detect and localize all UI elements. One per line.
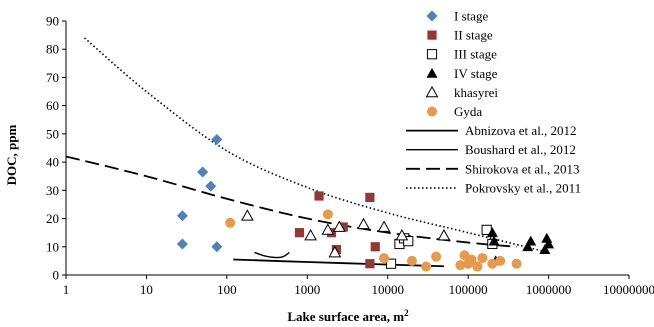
x-axis: 1 10 100 1000 10000 100000 1000000 10000000 [63, 274, 654, 297]
point-iv-stage [486, 227, 498, 238]
legend-symbol-ii-stage [427, 30, 437, 40]
point-khasyrei [332, 220, 346, 232]
legend-label: Abnizova et al., 2012 [465, 123, 577, 138]
legend-symbol-i-stage [426, 10, 438, 22]
legend-label: Boushard et al., 2012 [465, 142, 576, 157]
legend: I stage II stage III stage IV stage khasyrei… [406, 9, 581, 195]
legend-label: khasyrei [454, 85, 498, 100]
point-iii-stage [403, 236, 414, 247]
point-gyda [431, 251, 442, 262]
y-tick-label: 60 [46, 98, 59, 113]
legend-symbol-khasyrei [425, 85, 439, 98]
point-i-stage [211, 134, 223, 146]
x-tick-label: 100000 [449, 282, 488, 297]
y-tick-label: 90 [46, 14, 59, 29]
point-ii-stage [338, 222, 348, 232]
point-iv-stage [522, 241, 534, 252]
x-tick-label: 1000 [294, 282, 320, 297]
y-tick-label: 40 [46, 155, 59, 170]
point-i-stage [176, 238, 188, 250]
x-axis-title-text: Lake surface area, m [287, 309, 404, 324]
point-khasyrei [241, 209, 254, 221]
point-i-stage [205, 180, 217, 192]
x-axis-title-sup: 2 [404, 308, 409, 318]
point-i-stage [211, 241, 223, 253]
legend-label: I stage [454, 9, 489, 24]
point-gyda [487, 258, 498, 269]
point-gyda [322, 209, 333, 220]
point-ii-stage [370, 242, 380, 252]
legend-label: Shirokova et al., 2013 [465, 161, 579, 176]
point-iv-stage [539, 244, 551, 254]
y-tick-label: 10 [46, 239, 59, 254]
point-gyda [406, 255, 417, 266]
point-ii-stage [365, 259, 375, 269]
point-khasyrei [377, 220, 391, 232]
point-gyda [466, 254, 477, 265]
fit-line-1 [254, 251, 290, 259]
x-tick-label: 100 [217, 282, 237, 297]
y-axis: 0 10 20 30 40 50 60 70 80 90 [46, 14, 67, 283]
legend-label: II stage [454, 28, 493, 43]
y-tick-label: 80 [46, 42, 59, 57]
legend-symbol-gyda [427, 106, 437, 117]
y-tick-label: 0 [53, 268, 60, 283]
point-ii-stage [314, 191, 324, 201]
point-khasyrei [321, 223, 335, 235]
legend-label: Pokrovsky et al., 2011 [465, 180, 581, 195]
point-i-stage [197, 166, 209, 178]
fit-lines [65, 37, 549, 268]
x-tick-label: 10000 [371, 282, 404, 297]
point-gyda [455, 260, 466, 271]
point-i-stage [176, 210, 188, 222]
point-gyda [472, 261, 483, 272]
legend-symbol-iii-stage [426, 49, 438, 60]
x-tick-label: 1000000 [526, 282, 572, 297]
point-khasyrei [395, 228, 409, 241]
y-tick-label: 30 [46, 183, 59, 198]
point-khasyrei [328, 245, 342, 258]
x-tick-label: 10 [140, 282, 153, 297]
x-tick-label: 1 [63, 282, 70, 297]
y-tick-label: 70 [46, 70, 59, 85]
y-tick-label: 50 [46, 126, 59, 141]
point-gyda [379, 253, 390, 264]
y-axis-title: DOC, ppm [4, 124, 19, 185]
point-khasyrei [437, 228, 451, 241]
point-iv-stage [488, 235, 500, 246]
point-iv-stage [543, 238, 555, 249]
point-gyda [225, 217, 236, 228]
legend-label: IV stage [454, 66, 498, 81]
point-khasyrei [304, 228, 317, 241]
point-iv-stage [541, 232, 553, 243]
point-gyda [495, 255, 506, 266]
legend-label: Gyda [454, 104, 482, 119]
point-gyda [511, 258, 522, 269]
point-gyda [421, 261, 432, 272]
point-iv-stage [525, 235, 537, 246]
y-tick-label: 20 [46, 211, 59, 226]
data-points [176, 134, 555, 272]
fit-line-0 [233, 258, 444, 268]
point-iii-stage [385, 258, 397, 269]
x-tick-label: 10000000 [603, 282, 654, 297]
x-axis-title: Lake surface area, m2 [287, 308, 409, 324]
point-ii-stage [365, 192, 375, 202]
legend-label: III stage [454, 47, 497, 62]
point-ii-stage [294, 228, 305, 238]
legend-symbol-iv-stage [426, 67, 438, 78]
point-khasyrei [357, 217, 370, 230]
point-gyda [477, 253, 488, 264]
fit-line-2 [65, 155, 517, 248]
